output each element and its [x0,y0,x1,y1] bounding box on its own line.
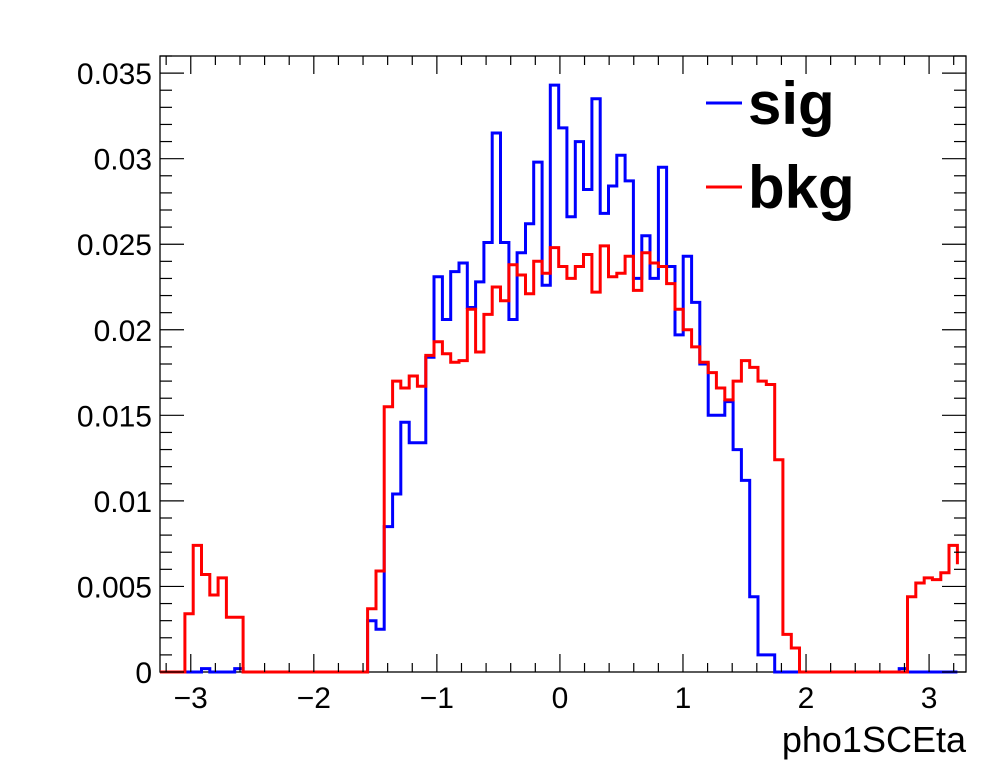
y-tick-label: 0.01 [94,486,152,519]
x-tick-label: 1 [675,682,692,715]
x-tick-label: 2 [798,682,815,715]
x-tick-label: 0 [552,682,569,715]
y-tick-label: 0.015 [77,400,152,433]
y-tick-label: 0 [135,657,152,690]
y-tick-label: 0.035 [77,58,152,91]
legend-label-sig: sig [748,70,835,137]
series-bkg-line [160,244,959,674]
x-tick-label: −1 [420,682,454,715]
x-axis-title: pho1SCEta [782,719,967,760]
ticks-layer [160,55,966,673]
y-tick-label: 0.025 [77,229,152,262]
series-layer [160,83,959,674]
y-tick-label: 0.005 [77,571,152,604]
x-tick-label: −3 [174,682,208,715]
legend-label-bkg: bkg [748,154,855,221]
y-tick-label: 0.02 [94,315,152,348]
y-tick-label: 0.03 [94,144,152,177]
legend: sig bkg [706,70,855,221]
tick-labels-layer: −3 −2 −1 0 1 2 3 0 0.005 0.01 0.015 0.02 0.025 0.03 0.… [77,58,938,715]
x-tick-label: 3 [921,682,938,715]
x-tick-label: −2 [297,682,331,715]
